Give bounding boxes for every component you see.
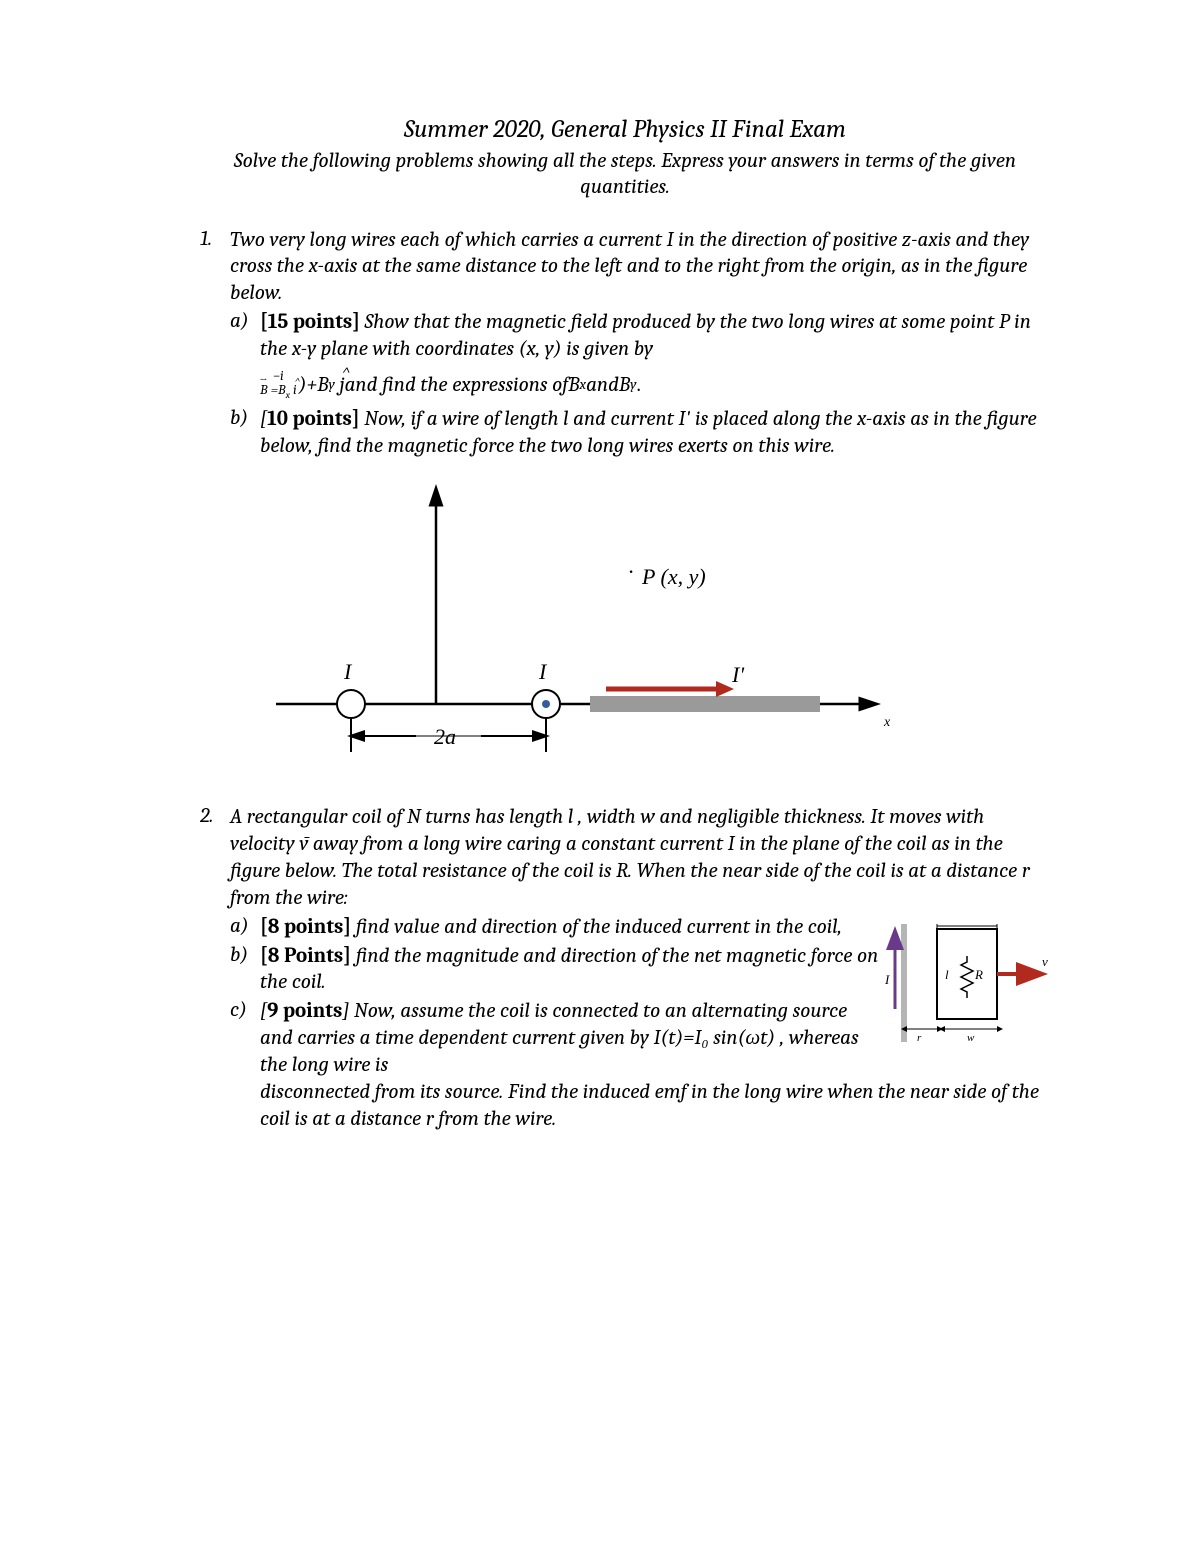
problem-1a-points: [15 points] bbox=[260, 310, 360, 334]
fig1-2a: 2a bbox=[434, 724, 456, 749]
fig1-I1: I bbox=[343, 659, 353, 684]
fig1-Iprime: I' bbox=[731, 662, 744, 687]
eq-close: )+ bbox=[299, 373, 318, 397]
fig2-r: r bbox=[917, 1032, 922, 1044]
problem-1a-letter: a) bbox=[230, 309, 260, 333]
eq-jhat: j bbox=[339, 373, 344, 397]
problem-2a-text: find value and direction of the induced … bbox=[351, 915, 842, 939]
eq-ihat: i bbox=[293, 383, 297, 397]
fig1-I2: I bbox=[538, 659, 548, 684]
problem-1b-points: 10 points] bbox=[267, 407, 359, 431]
eq-By-B: B bbox=[317, 373, 328, 397]
eq-By2-B: B bbox=[619, 373, 630, 397]
fig2-I: I bbox=[885, 972, 890, 987]
problem-1-equation: −i B =Bx i )+ By j and find the expressi… bbox=[260, 369, 1050, 401]
fig1-x: x bbox=[883, 715, 891, 730]
problem-2b-letter: b) bbox=[230, 943, 260, 967]
problem-2c-letter: c) bbox=[230, 998, 260, 1022]
problem-2b: b) [8 Points] find the magnitude and dir… bbox=[230, 943, 879, 997]
eq-tail: and find the expressions of bbox=[345, 373, 569, 397]
eq-Bx2-B: B bbox=[568, 373, 579, 397]
eq-and: and bbox=[586, 373, 619, 397]
eq-dot: . bbox=[636, 373, 640, 397]
exam-page: Summer 2020, General Physics II Final Ex… bbox=[0, 0, 1200, 1553]
fig2-v: v bbox=[1042, 954, 1048, 969]
problem-1b: b) [10 points] Now, if a wire of length … bbox=[230, 406, 1050, 460]
problem-2c: c) [9 points] Now, assume the coil is co… bbox=[230, 998, 879, 1079]
problem-1-number: 1. bbox=[200, 227, 230, 251]
eq-Bx-B: B bbox=[278, 381, 286, 398]
problem-2a-points: [8 points] bbox=[260, 915, 351, 939]
fig2-w: w bbox=[967, 1032, 975, 1044]
problem-1b-letter: b) bbox=[230, 406, 260, 430]
problem-2c-eq: I(t)=I₀ sin(ωt) bbox=[654, 1026, 776, 1050]
problem-1-intro: Two very long wires each of which carrie… bbox=[230, 227, 1050, 308]
eq-By-y: y bbox=[329, 376, 335, 393]
eq-equals: = bbox=[271, 381, 278, 398]
problem-1: 1. Two very long wires each of which car… bbox=[200, 227, 1050, 779]
problem-1b-text: Now, if a wire of length l and current I… bbox=[260, 407, 1037, 458]
exam-subtitle: Solve the following problems showing all… bbox=[200, 148, 1050, 201]
problem-2b-text: find the magnitude and direction of the … bbox=[260, 944, 878, 995]
problem-1a: a) [15 points] Show that the magnetic fi… bbox=[230, 309, 1050, 363]
fig2-R: R bbox=[974, 967, 983, 982]
svg-text:·: · bbox=[628, 559, 634, 584]
eq-Bx-x: x bbox=[286, 390, 290, 401]
fig2-l: l bbox=[945, 967, 949, 982]
problem-2a-letter: a) bbox=[230, 914, 260, 938]
problem-2a: a) [8 points] find value and direction o… bbox=[230, 914, 879, 941]
problem-2-number: 2. bbox=[200, 804, 230, 828]
eq-B-vec: B bbox=[260, 383, 268, 397]
problem-2b-points: [8 Points] bbox=[260, 944, 351, 968]
problem-1-figure: · I I I' 2a P (x, y) x bbox=[256, 474, 896, 774]
exam-title: Summer 2020, General Physics II Final Ex… bbox=[200, 115, 1050, 144]
problem-2c-continuation: disconnected from its source. Find the i… bbox=[260, 1079, 1050, 1133]
fig1-P: P (x, y) bbox=[641, 564, 706, 589]
problem-2-figure: l R I v r w bbox=[885, 914, 1050, 1054]
problem-1a-text: Show that the magnetic field produced by… bbox=[260, 310, 1031, 361]
problem-2-intro: A rectangular coil of N turns has length… bbox=[230, 804, 1050, 912]
problem-2: 2. A rectangular coil of N turns has len… bbox=[200, 804, 1050, 1133]
